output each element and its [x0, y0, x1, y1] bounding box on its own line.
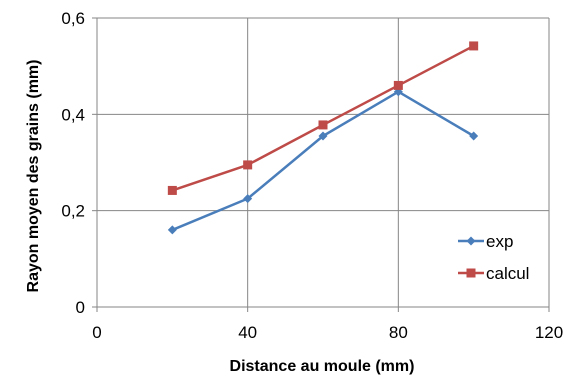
- data-point-calcul: [243, 160, 253, 170]
- legend-marker: [466, 268, 476, 278]
- y-axis-title: Rayon moyen des grains (mm): [25, 60, 42, 293]
- legend: exp calcul: [458, 232, 529, 283]
- series-calcul: [167, 41, 479, 195]
- data-point-exp: [243, 194, 253, 204]
- gridlines: [97, 17, 550, 307]
- series-exp: [167, 87, 479, 235]
- x-tick-labels: 0 40 80 120: [92, 323, 563, 342]
- data-point-exp: [469, 131, 479, 141]
- y-tick-label: 0,4: [61, 105, 85, 124]
- data-point-calcul: [469, 41, 479, 51]
- legend-item-exp: exp: [458, 232, 513, 251]
- y-tick-label: 0,2: [61, 202, 85, 221]
- y-tick-label: 0: [76, 298, 85, 317]
- legend-marker: [466, 236, 476, 246]
- x-axis-title: Distance au moule (mm): [230, 358, 415, 375]
- x-tick-label: 0: [92, 323, 101, 342]
- data-point-exp: [167, 225, 177, 235]
- data-point-calcul: [318, 120, 328, 130]
- series-line-calcul: [171, 44, 475, 192]
- data-point-calcul: [167, 185, 177, 195]
- data-point-exp: [318, 131, 328, 141]
- legend-item-calcul: calcul: [458, 264, 529, 283]
- data-point-calcul: [393, 80, 403, 90]
- x-tick-label: 80: [389, 323, 408, 342]
- y-tick-labels: 0 0,2 0,4 0,6: [61, 9, 85, 317]
- legend-label: exp: [486, 232, 513, 251]
- legend-label: calcul: [486, 264, 529, 283]
- series-line-exp: [171, 90, 475, 232]
- axes: [92, 17, 550, 312]
- x-tick-label: 120: [535, 323, 563, 342]
- x-tick-label: 40: [238, 323, 257, 342]
- y-tick-label: 0,6: [61, 9, 85, 28]
- data-series: [167, 41, 479, 235]
